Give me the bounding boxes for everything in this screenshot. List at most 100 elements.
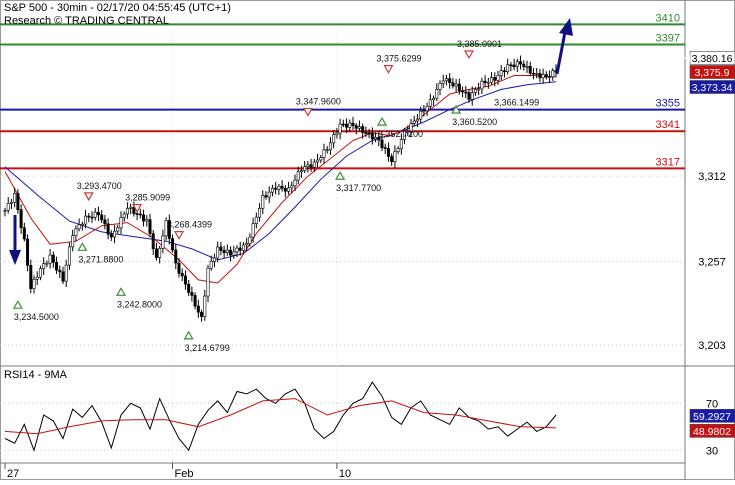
- annotation-label: 3,293.4700: [77, 181, 122, 191]
- price-candle-body: [261, 195, 265, 209]
- price-candle-body: [35, 276, 39, 280]
- price-candle-body: [428, 99, 432, 107]
- annotation-label: 3,214.6799: [185, 343, 230, 353]
- price-candle-body: [480, 80, 484, 90]
- price-candle-body: [55, 262, 59, 271]
- price-candle-body: [3, 209, 7, 212]
- price-candle-body: [48, 254, 52, 264]
- price-candle-body: [535, 73, 539, 75]
- price-candle-body: [132, 206, 136, 214]
- price-candle-body: [467, 92, 471, 100]
- support-marker: [183, 330, 194, 340]
- price-candle-body: [438, 82, 442, 90]
- price-candle-body: [415, 118, 419, 122]
- price-candle-body: [280, 185, 284, 189]
- price-candle-body: [109, 233, 113, 238]
- price-candle-body: [380, 139, 384, 148]
- price-candle-body: [309, 164, 313, 168]
- price-candle-body: [399, 139, 403, 149]
- price-candle-body: [229, 249, 233, 256]
- price-candle-body: [528, 66, 532, 74]
- price-candle-body: [119, 217, 123, 229]
- annotation-label: 3,352.7200: [378, 129, 423, 139]
- resistance-marker: [132, 203, 143, 213]
- price-candle-body: [267, 191, 271, 198]
- price-candle-body: [354, 125, 358, 129]
- price-candle-body: [116, 227, 120, 232]
- price-tag-ma_fast: 3,375.9: [689, 65, 735, 79]
- price-tag-last-pointer: [684, 54, 690, 62]
- price-candle-body: [145, 219, 149, 222]
- price-candle-body: [222, 250, 226, 254]
- x-tick-label: 10: [339, 468, 351, 480]
- price-candle-body: [403, 131, 407, 140]
- price-candle-body: [270, 187, 274, 193]
- resistance-marker: [83, 192, 94, 202]
- x-tick-label: 27: [7, 468, 19, 480]
- price-candle-body: [13, 193, 17, 203]
- price-candle-body: [383, 147, 387, 149]
- price-candle-body: [32, 278, 36, 289]
- ma-slow-line: [4, 81, 557, 261]
- price-candle-body: [486, 81, 490, 84]
- price-candle-body: [135, 213, 139, 215]
- chart-title: S&P 500 - 30min - 02/17/20 04:55:45 (UTC…: [4, 2, 231, 14]
- price-candle-body: [448, 78, 452, 83]
- price-candle-body: [9, 201, 13, 204]
- price-candle-body: [29, 265, 33, 289]
- price-candle-body: [154, 248, 158, 258]
- price-candle-body: [551, 70, 555, 78]
- price-candle-body: [274, 187, 278, 190]
- price-candle-body: [238, 247, 242, 251]
- price-tag-ma_slow-label: 3,373.34: [692, 82, 733, 94]
- price-candle-body: [338, 123, 342, 134]
- annotation-label: 3,360.5200: [452, 117, 497, 127]
- price-candle-body: [58, 269, 62, 273]
- price-candle-body: [45, 262, 49, 265]
- price-candle-body: [441, 80, 445, 84]
- resistance-marker: [383, 65, 394, 74]
- price-tag-ma_slow: 3,373.34: [689, 80, 735, 94]
- price-candle-body: [183, 275, 187, 285]
- price-bars: [3, 55, 558, 322]
- price-candle-body: [248, 236, 252, 244]
- price-candle-body: [254, 216, 258, 224]
- price-tags: 3,380.16 3,375.9 3,373.34 59.2927 48.9802: [684, 51, 735, 438]
- rsi-title: RSI14 - 9MA: [4, 369, 68, 381]
- annotation-label: 3,375.6299: [376, 54, 421, 64]
- support-marker: [376, 116, 388, 126]
- price-candle-body: [509, 64, 513, 67]
- price-candle-body: [538, 73, 542, 79]
- y-tick-label: 3,203: [698, 340, 726, 352]
- price-candle-body: [209, 261, 213, 269]
- price-candle-body: [512, 64, 516, 67]
- price-candle-body: [525, 66, 529, 68]
- price-candle-body: [464, 91, 468, 94]
- rsi-tag-ma: 48.9802: [689, 424, 735, 438]
- price-candle-body: [435, 89, 439, 99]
- price-tag-ma_fast-box: [689, 65, 735, 79]
- price-candle-body: [454, 83, 458, 87]
- price-candle-body: [219, 246, 223, 251]
- price-candle-body: [499, 70, 503, 76]
- price-candle-body: [96, 211, 100, 216]
- price-candle-body: [161, 235, 165, 249]
- price-candle-body: [113, 230, 117, 238]
- price-candle-body: [277, 185, 281, 190]
- price-candle-body: [80, 223, 84, 226]
- rsi-y-tick-label: 70: [706, 398, 718, 410]
- price-candle-body: [306, 164, 310, 167]
- price-candle-body: [490, 77, 494, 83]
- price-candle-body: [190, 292, 194, 296]
- rsi-tag-rsi-label: 59.2927: [693, 411, 731, 423]
- price-candle-body: [61, 271, 65, 282]
- price-candle-body: [103, 219, 107, 225]
- price-candle-body: [287, 187, 291, 192]
- price-candle-body: [138, 213, 142, 216]
- price-candle-body: [348, 122, 352, 128]
- price-candle-body: [473, 89, 477, 93]
- price-candle-body: [122, 213, 126, 218]
- price-candle-body: [51, 254, 55, 263]
